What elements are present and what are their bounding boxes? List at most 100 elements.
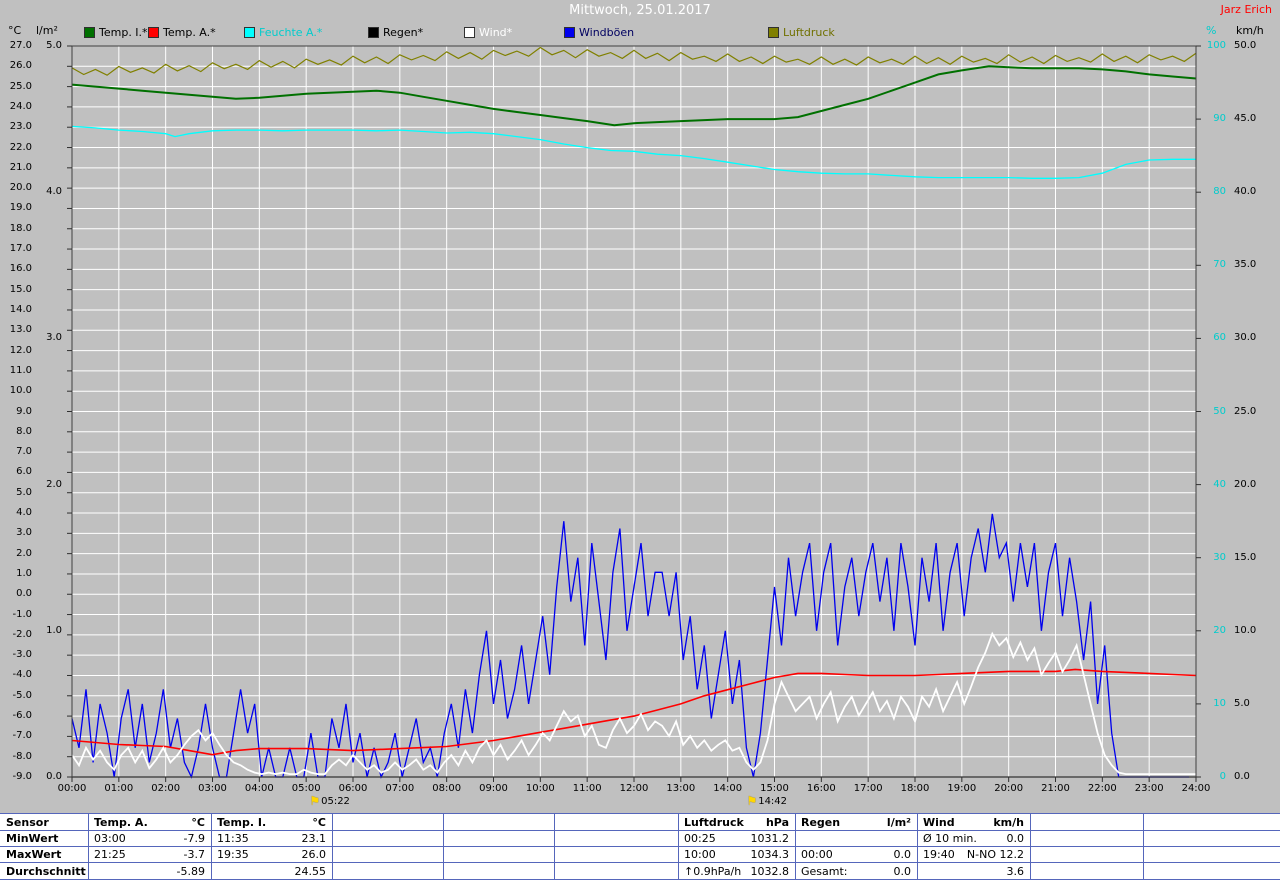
- humidity-axis-tick: 80: [1213, 186, 1226, 198]
- x-axis-tick: 24:00: [1181, 783, 1211, 794]
- time-marker: ⚑ 05:22: [309, 794, 350, 808]
- table-cell: MaxWert: [6, 848, 62, 861]
- x-axis-tick: 06:00: [338, 783, 368, 794]
- legend-swatch: [84, 26, 95, 38]
- x-axis-tick: 01:00: [104, 783, 134, 794]
- wind-axis-tick: 10.0: [1234, 624, 1257, 636]
- temp-axis-tick: -2.0: [12, 628, 32, 640]
- table-row-divider: [0, 830, 1280, 831]
- legend-label: Temp. A.*: [163, 25, 216, 39]
- rain-axis-tick: 2.0: [46, 478, 62, 490]
- flag-icon: ⚑: [309, 794, 321, 808]
- temp-axis-tick: 27.0: [9, 40, 32, 51]
- table-cell: 1031.2: [750, 832, 790, 845]
- temp-axis-tick: -5.0: [12, 689, 32, 701]
- table-cell: Regen: [801, 816, 841, 829]
- x-axis-tick: 03:00: [198, 783, 227, 794]
- page-title: Mittwoch, 25.01.2017: [569, 3, 711, 18]
- rain-axis-tick: 4.0: [46, 186, 62, 198]
- temp-axis-tick: -3.0: [12, 649, 32, 661]
- temp-axis-tick: 25.0: [9, 80, 32, 92]
- legend-label: Feuchte A.*: [259, 25, 323, 39]
- series-feuchte-a--line: [71, 125, 1196, 179]
- table-cell: 19:35: [217, 848, 249, 861]
- series-luftdruck-line: [71, 46, 1197, 76]
- table-cell: Wind: [923, 816, 955, 829]
- temp-axis-tick: 7.0: [16, 446, 32, 458]
- user-name: Jarz Erich: [1220, 3, 1272, 16]
- temp-axis-tick: 11.0: [9, 364, 32, 376]
- table-column-divider: [1030, 813, 1031, 880]
- legend-label: Windböen: [579, 25, 635, 39]
- table-cell: 21:25: [94, 848, 126, 861]
- humidity-axis-tick: 90: [1213, 113, 1226, 125]
- x-axis-tick: 07:00: [385, 783, 415, 794]
- wind-axis-tick: 50.0: [1234, 40, 1257, 51]
- table-cell: Gesamt:: [801, 865, 848, 878]
- table-cell: 0.0: [1006, 832, 1025, 845]
- temp-axis-tick: 9.0: [16, 405, 32, 417]
- table-column-divider: [88, 813, 89, 880]
- temp-axis-tick: 12.0: [9, 344, 32, 356]
- legend-item-regen-: Regen*: [368, 25, 424, 39]
- x-axis-tick: 18:00: [900, 783, 930, 794]
- temp-axis-tick: -1.0: [12, 608, 32, 620]
- legend-swatch: [368, 26, 379, 38]
- temp-axis-tick: 4.0: [16, 507, 32, 519]
- legend-label: Regen*: [383, 25, 424, 39]
- table-cell: Temp. A.: [94, 816, 148, 829]
- table-cell: 00:00: [801, 848, 833, 861]
- humidity-axis-tick: 70: [1213, 259, 1226, 271]
- x-axis-tick: 23:00: [1134, 783, 1164, 794]
- x-axis-tick: 17:00: [853, 783, 883, 794]
- temp-axis-tick: 19.0: [9, 202, 32, 214]
- series-wind-line: [71, 631, 1196, 776]
- temp-axis-tick: -8.0: [12, 750, 32, 762]
- x-axis-tick: 10:00: [525, 783, 555, 794]
- table-column-divider: [332, 813, 333, 880]
- table-row-divider: [0, 813, 1280, 814]
- table-cell: ↑0.9hPa/h: [684, 865, 742, 878]
- temp-axis-tick: 14.0: [9, 303, 32, 315]
- humidity-axis-tick: 10: [1213, 697, 1226, 709]
- temp-axis-tick: 18.0: [9, 222, 32, 234]
- table-cell: MinWert: [6, 832, 59, 845]
- table-cell: 0.0: [893, 848, 912, 861]
- wind-axis-tick: 35.0: [1234, 259, 1257, 271]
- legend-swatch: [464, 26, 475, 38]
- temp-axis-tick: 8.0: [16, 425, 32, 437]
- temp-axis-tick: 1.0: [16, 567, 32, 579]
- table-cell: 26.0: [301, 848, 327, 861]
- temp-axis-tick: 0.0: [16, 588, 32, 600]
- table-cell: N-NO 12.2: [966, 848, 1024, 861]
- table-cell: hPa: [765, 816, 789, 829]
- x-axis-tick: 02:00: [151, 783, 181, 794]
- grid-lines: [72, 46, 1196, 777]
- flag-icon: ⚑: [746, 794, 758, 808]
- wind-axis-tick: 25.0: [1234, 405, 1257, 417]
- table-column-divider: [678, 813, 679, 880]
- time-marker-label: 14:42: [758, 795, 788, 807]
- table-cell: 0.0: [893, 865, 912, 878]
- series-temp-a--line: [71, 668, 1197, 756]
- table-cell: 3.6: [1006, 865, 1025, 878]
- temp-axis-tick: -7.0: [12, 730, 32, 742]
- left-axis-unit-rain: l/m²: [36, 24, 58, 37]
- temp-axis-tick: 13.0: [9, 324, 32, 336]
- temp-axis-tick: -6.0: [12, 710, 32, 722]
- temp-axis-tick: 24.0: [9, 100, 32, 112]
- temp-axis-tick: 22.0: [9, 141, 32, 153]
- humidity-axis-tick: 0: [1219, 771, 1226, 782]
- right-axis-unit-humidity: %: [1206, 24, 1217, 37]
- weather-chart-plot[interactable]: [0, 0, 1280, 813]
- humidity-axis-tick: 100: [1206, 40, 1226, 51]
- table-cell: Durchschnitt: [6, 865, 86, 878]
- x-axis-tick: 08:00: [432, 783, 462, 794]
- table-column-divider: [443, 813, 444, 880]
- x-axis-tick: 14:00: [713, 783, 743, 794]
- legend-item-wind-: Wind*: [464, 26, 512, 39]
- wind-axis-tick: 20.0: [1234, 478, 1257, 490]
- legend-swatch: [768, 26, 779, 38]
- wind-axis-tick: 40.0: [1234, 186, 1257, 198]
